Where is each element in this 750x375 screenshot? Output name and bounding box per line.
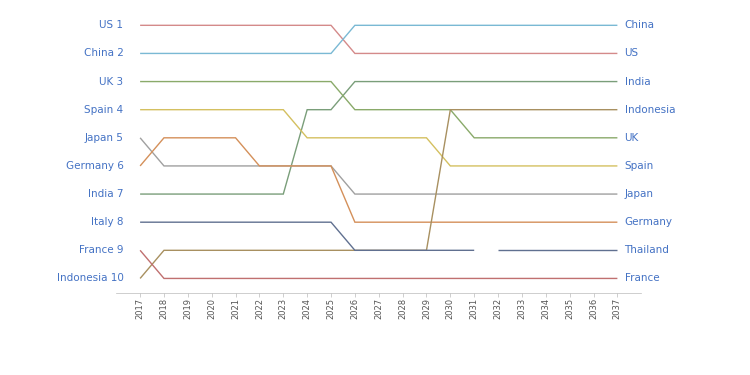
Text: India: India <box>625 76 650 87</box>
Text: France 9: France 9 <box>79 245 124 255</box>
Text: India 7: India 7 <box>88 189 124 199</box>
Text: UK: UK <box>625 133 639 143</box>
Text: Japan 5: Japan 5 <box>85 133 124 143</box>
Text: Indonesia 10: Indonesia 10 <box>56 273 124 284</box>
Text: Italy 8: Italy 8 <box>91 217 124 227</box>
Text: France: France <box>625 273 659 284</box>
Text: Thailand: Thailand <box>625 245 670 255</box>
Text: US: US <box>625 48 639 58</box>
Text: China 2: China 2 <box>83 48 124 58</box>
Text: China: China <box>625 20 655 30</box>
Text: Germany: Germany <box>625 217 673 227</box>
Text: Germany 6: Germany 6 <box>65 161 124 171</box>
Text: Spain: Spain <box>625 161 654 171</box>
Text: Spain 4: Spain 4 <box>84 105 124 115</box>
Text: Japan: Japan <box>625 189 653 199</box>
Text: UK 3: UK 3 <box>99 76 124 87</box>
Text: Indonesia: Indonesia <box>625 105 675 115</box>
Text: US 1: US 1 <box>100 20 124 30</box>
